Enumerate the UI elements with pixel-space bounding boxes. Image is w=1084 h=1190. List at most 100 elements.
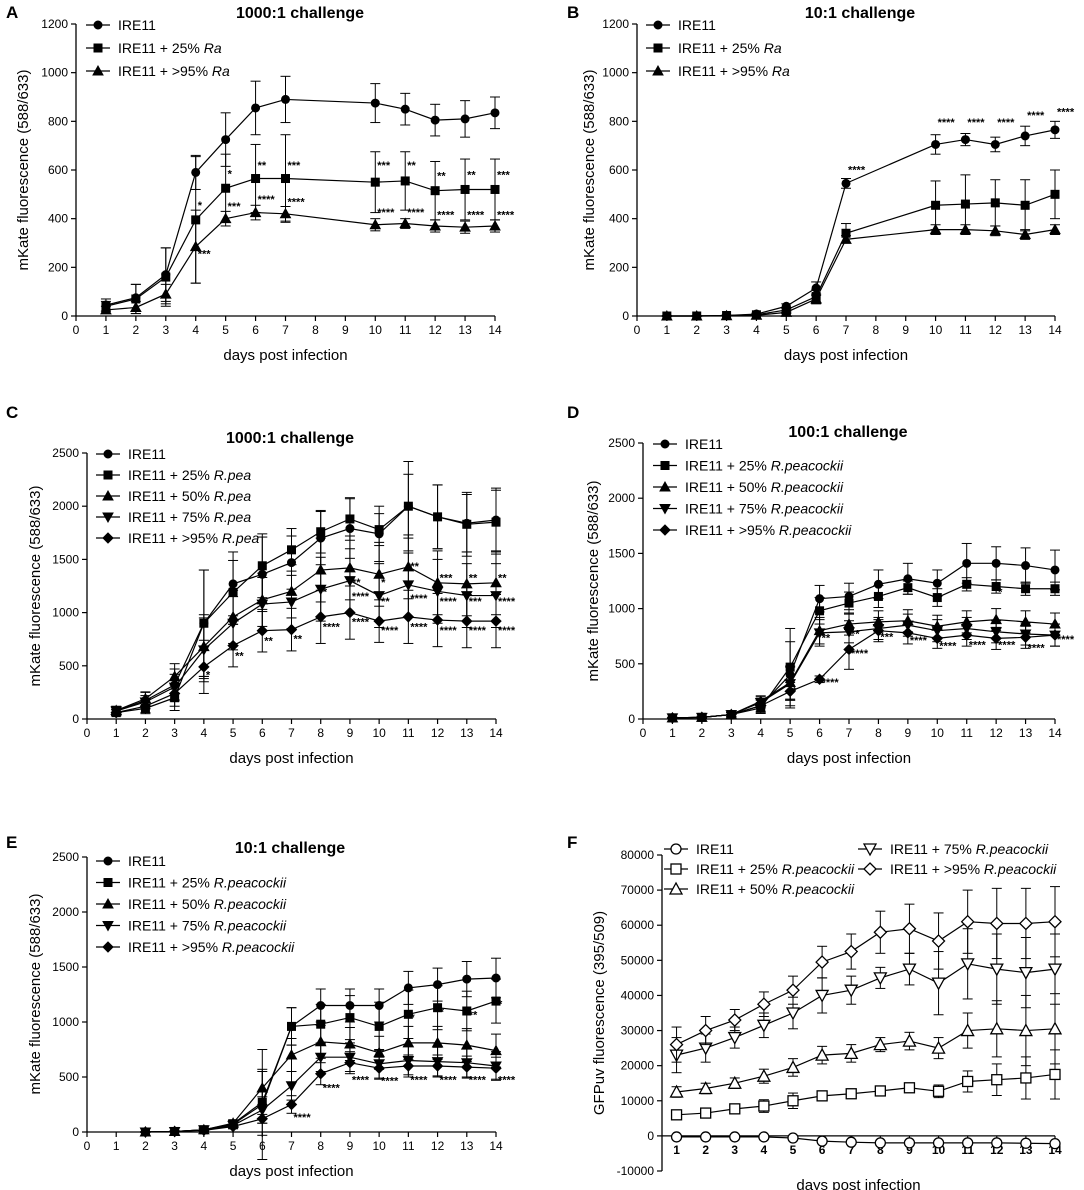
significance-label: **** (967, 117, 985, 129)
legend-label-text: IRE11 + 25% (696, 861, 782, 877)
significance-label: **** (969, 639, 987, 651)
data-point (370, 177, 380, 187)
data-point (251, 103, 261, 113)
legend-item: IRE11 (96, 446, 166, 462)
legend-item: IRE11 (664, 841, 734, 857)
significance-label: **** (467, 210, 485, 222)
x-tick-label: 4 (761, 1143, 768, 1157)
significance-label: * (228, 168, 233, 180)
legend-label: IRE11 (696, 841, 734, 857)
data-point (780, 306, 793, 317)
significance-label: ** (822, 633, 831, 645)
data-point (1049, 1068, 1061, 1081)
data-point (281, 94, 290, 104)
x-tick-label: 14 (489, 1139, 503, 1153)
x-tick-label: 1 (669, 726, 676, 740)
data-point (813, 628, 826, 639)
data-point (931, 977, 946, 991)
significance-label: ** (467, 170, 476, 182)
data-point (931, 1040, 946, 1054)
legend-item: IRE11 + >95% Ra (86, 63, 230, 79)
data-point (816, 1090, 828, 1102)
y-tick-label: 80000 (621, 848, 655, 862)
significance-label: *** (228, 201, 242, 213)
data-point (400, 176, 410, 186)
x-tick-label: 5 (783, 323, 790, 337)
data-point (962, 1075, 974, 1088)
x-tick-label: 3 (723, 323, 730, 337)
legend-label-text: IRE11 + >95% (118, 63, 212, 79)
y-tick-label: 500 (59, 1070, 79, 1084)
x-tick-label: 9 (342, 323, 349, 337)
data-point (490, 184, 500, 194)
data-point (758, 1131, 770, 1143)
data-point (874, 1137, 886, 1149)
x-tick-label: 4 (753, 323, 760, 337)
data-point (430, 115, 440, 125)
y-tick-label: 1000 (608, 602, 635, 616)
legend-marker (102, 532, 114, 544)
legend-label-text: IRE11 + >95% (128, 939, 222, 955)
data-point (690, 309, 703, 321)
series-line (666, 229, 1056, 317)
data-point (932, 1085, 945, 1097)
data-point (345, 514, 355, 524)
data-point (844, 944, 859, 959)
legend-label: IRE11 + >95% Ra (678, 63, 790, 79)
x-tick-label: 8 (317, 726, 324, 740)
data-point (314, 584, 327, 596)
legend-marker (659, 504, 671, 515)
legend-item: IRE11 + 25% R.peacockii (653, 458, 844, 474)
x-tick-label: 2 (699, 726, 706, 740)
data-point (462, 974, 472, 984)
data-point (990, 198, 1000, 208)
x-tick-label: 3 (731, 1143, 738, 1157)
legend-label-text: IRE11 + >95% (890, 861, 984, 877)
significance-label: * (440, 1006, 445, 1018)
significance-label: *** (440, 573, 454, 585)
y-tick-label: -10000 (617, 1164, 655, 1178)
significance-label: **** (294, 1112, 312, 1124)
legend-label-text: IRE11 + >95% (128, 530, 222, 546)
data-point (873, 972, 888, 986)
y-tick-label: 800 (48, 114, 68, 128)
data-point (1048, 914, 1062, 929)
data-point (841, 178, 851, 188)
series-line (105, 98, 496, 306)
legend-item: IRE11 + 75% R.peacockii (653, 501, 844, 517)
data-point (727, 1075, 742, 1089)
y-tick-label: 2500 (52, 850, 79, 864)
data-point (402, 611, 415, 623)
x-tick-label: 7 (282, 323, 289, 337)
data-point (279, 207, 292, 219)
legend-label-species: Ra (212, 63, 230, 79)
y-tick-label: 1500 (608, 546, 635, 560)
significance-label: * (410, 1012, 415, 1024)
legend-label-text: IRE11 + >95% (678, 63, 772, 79)
data-point (844, 1046, 859, 1060)
data-point (403, 1009, 413, 1019)
legend-marker (660, 439, 670, 449)
x-tick-label: 1 (664, 323, 671, 337)
data-point (461, 1061, 473, 1073)
data-point (431, 586, 444, 598)
significance-label: ** (469, 1010, 478, 1022)
significance-label: **** (381, 1076, 399, 1088)
x-tick-label: 12 (989, 726, 1003, 740)
panel-letter: F (567, 833, 577, 852)
legend-marker (103, 449, 113, 459)
x-tick-label: 5 (787, 726, 794, 740)
series-line (115, 566, 497, 712)
legend-label: IRE11 + >95% R.peacockii (685, 522, 852, 538)
legend-label-text: IRE11 + 75% (685, 501, 771, 517)
legend-marker (103, 856, 113, 866)
data-point (285, 1048, 298, 1060)
x-tick-label: 3 (162, 323, 169, 337)
series-1 (670, 1049, 1061, 1121)
legend-item: IRE11 + 25% Ra (646, 40, 782, 56)
data-point (1050, 584, 1060, 594)
x-tick-label: 12 (431, 726, 445, 740)
legend-item: IRE11 + 25% Ra (86, 40, 222, 56)
